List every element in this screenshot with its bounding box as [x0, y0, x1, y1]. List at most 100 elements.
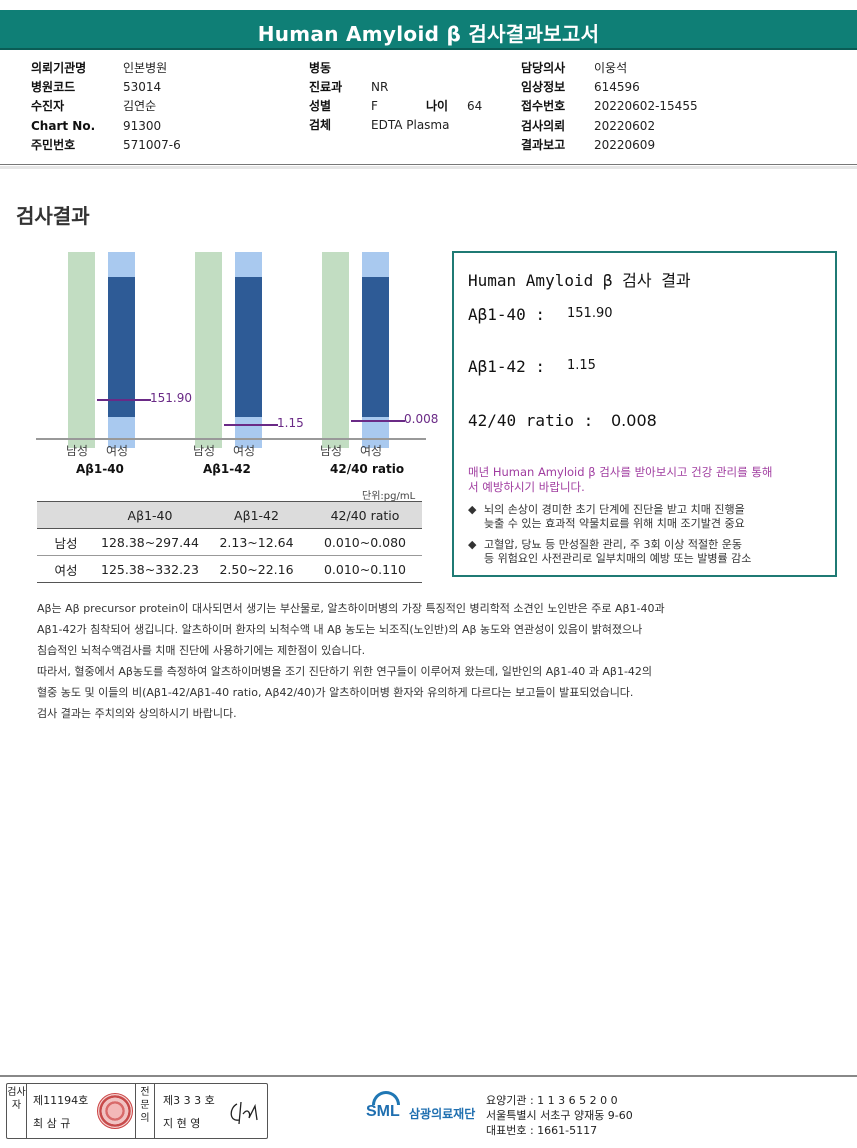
age-value: 64: [467, 99, 483, 113]
patient-value-marker: [224, 423, 278, 426]
tester-name: 최 삼 규: [33, 1117, 71, 1130]
female-fill-bar: [108, 277, 135, 417]
org-phone: 대표번호 : 1661-5117: [486, 1124, 598, 1137]
advice-line: 서 예방하시기 바랍니다.: [468, 480, 585, 494]
male-label: 남성: [320, 444, 343, 458]
table-header-cell: [37, 502, 95, 529]
info-label: 병동: [309, 61, 332, 75]
info-value: EDTA Plasma: [371, 118, 450, 132]
reviewer-label: 전문의: [140, 1087, 150, 1124]
tester-label-cell: 검사자: [7, 1084, 27, 1138]
description-line: 검사 결과는 주치의와 상의하시기 바랍니다.: [37, 707, 237, 720]
female-fill-bar: [235, 277, 262, 417]
group-label: Aβ1-40: [76, 462, 124, 476]
table-cell: 125.38~332.23: [101, 561, 199, 577]
description-line: 혈중 농도 및 이들의 비(Aβ1-42/Aβ1-40 ratio, Aβ42/…: [37, 686, 634, 699]
table-row: 남성 128.38~297.44 2.13~12.64 0.010~0.080: [37, 529, 422, 556]
bullet-line: 등 위험요인 사전관리로 일부치매의 예방 또는 발병률 감소: [484, 552, 752, 565]
signature-icon: [230, 1101, 258, 1125]
table-cell: 0.010~0.080: [323, 534, 407, 550]
info-value: 인본병원: [123, 61, 168, 75]
info-value: 20220609: [594, 138, 656, 152]
table-header-cell: Aβ1-42: [234, 507, 279, 523]
bullet-line: 뇌의 손상이 경미한 초기 단계에 진단을 받고 치매 진행을: [484, 503, 745, 516]
info-label: 수진자: [31, 99, 65, 113]
logo-arc-icon: [372, 1091, 400, 1105]
info-label: 병원코드: [31, 80, 76, 94]
male-range-bar: [195, 252, 222, 448]
amyloid-chart: 151.90 남성 여성 Aβ1-40 1.15 남성 여성 Aβ1-42 0.008 남성 여성 4…: [36, 252, 438, 502]
info-label: 접수번호: [521, 99, 566, 113]
female-fill-bar: [362, 277, 389, 417]
sml-logo: SML: [366, 1091, 406, 1131]
patient-value-label: 1.15: [277, 415, 304, 430]
bullet-line: 고혈압, 당뇨 등 만성질환 관리, 주 3회 이상 적절한 운동: [484, 538, 742, 551]
reference-table-wrap: Aβ1-40 Aβ1-42 42/40 ratio 남성 128.38~297.…: [37, 501, 422, 583]
reviewer-name: 지 현 영: [163, 1117, 201, 1130]
result-label: 42/40 ratio :: [468, 411, 594, 430]
table-cell: 128.38~297.44: [101, 534, 199, 550]
group-label: Aβ1-42: [203, 462, 251, 476]
info-label: 진료과: [309, 80, 343, 94]
info-label: 임상정보: [521, 80, 566, 94]
male-range-bar: [68, 252, 95, 448]
diamond-bullet-icon: ◆: [468, 538, 477, 551]
chart-unit: 단위:pg/mL: [362, 491, 416, 502]
bullet-line: 늦출 수 있는 효과적 약물치료를 위해 치매 조기발견 중요: [484, 517, 745, 530]
patient-value-marker: [351, 419, 405, 422]
table-header-cell: Aβ1-40: [127, 507, 173, 523]
info-value: NR: [371, 80, 389, 94]
info-value: 53014: [123, 80, 162, 94]
org-code: 요양기관 : 1 1 3 6 5 2 0 0: [486, 1094, 618, 1107]
header-divider-shadow: [0, 166, 857, 169]
female-label: 여성: [360, 444, 383, 458]
section-title: 검사결과: [16, 204, 90, 228]
table-header-cell: 42/40 ratio: [330, 507, 400, 523]
diamond-bullet-icon: ◆: [468, 503, 477, 516]
description-line: 침습적인 뇌척수액검사를 치매 진단에 사용하기에는 제한점이 있습니다.: [37, 644, 366, 657]
result-label: Aβ1-42 :: [468, 357, 546, 376]
header-divider: [0, 164, 857, 165]
group-label: 42/40 ratio: [330, 462, 405, 476]
info-label: 결과보고: [521, 138, 566, 152]
advice-text: 매년 Human Amyloid β 검사를 받아보시고 건강 관리를 통해 서…: [468, 465, 773, 495]
info-label: Chart No.: [31, 119, 96, 133]
table-cell: 여성: [54, 562, 78, 578]
info-value: 이웅석: [594, 61, 628, 75]
info-value: 91300: [123, 119, 162, 133]
info-value: 20220602: [594, 119, 656, 133]
info-value: 김연순: [123, 99, 157, 113]
table-row: 여성 125.38~332.23 2.50~22.16 0.010~0.110: [37, 556, 422, 583]
info-label: 주민번호: [31, 138, 76, 152]
info-value: 571007-6: [123, 138, 181, 152]
reviewer-no: 제3 3 3 호: [163, 1094, 215, 1107]
report-title-bar: Human Amyloid β 검사결과보고서: [0, 10, 857, 50]
chart-baseline: [36, 438, 426, 440]
footer-divider: [0, 1075, 857, 1077]
info-label: 검체: [309, 118, 332, 132]
table-cell: 남성: [54, 535, 78, 551]
age-label: 나이: [426, 99, 449, 113]
info-label: 의뢰기관명: [31, 61, 87, 75]
reviewer-label-cell: 전문의: [135, 1084, 155, 1138]
female-label: 여성: [106, 444, 129, 458]
result-value: 0.008: [611, 411, 657, 430]
table-cell: 2.13~12.64: [219, 534, 294, 550]
result-value: 1.15: [567, 358, 596, 373]
info-label: 검사의뢰: [521, 119, 566, 133]
info-label: 담당의사: [521, 61, 566, 75]
table-cell: 0.010~0.110: [323, 561, 407, 577]
info-value: 20220602-15455: [594, 99, 698, 113]
female-label: 여성: [233, 444, 256, 458]
table-header-row: Aβ1-40 Aβ1-42 42/40 ratio: [37, 501, 422, 529]
org-name: 삼광의료재단: [409, 1107, 476, 1121]
reference-table: Aβ1-40 Aβ1-42 42/40 ratio 남성 128.38~297.…: [37, 501, 422, 583]
logo-text: SML: [366, 1103, 400, 1120]
male-label: 남성: [193, 444, 216, 458]
result-value: 151.90: [567, 306, 613, 321]
result-summary-box: Human Amyloid β 검사 결과 Aβ1-40 : 151.90 Aβ…: [452, 251, 837, 577]
org-address: 서울특별시 서초구 양재동 9-60: [486, 1109, 633, 1122]
patient-value-marker: [97, 399, 151, 402]
seal-icon: [97, 1093, 133, 1129]
tester-label: 검사자: [7, 1087, 26, 1111]
